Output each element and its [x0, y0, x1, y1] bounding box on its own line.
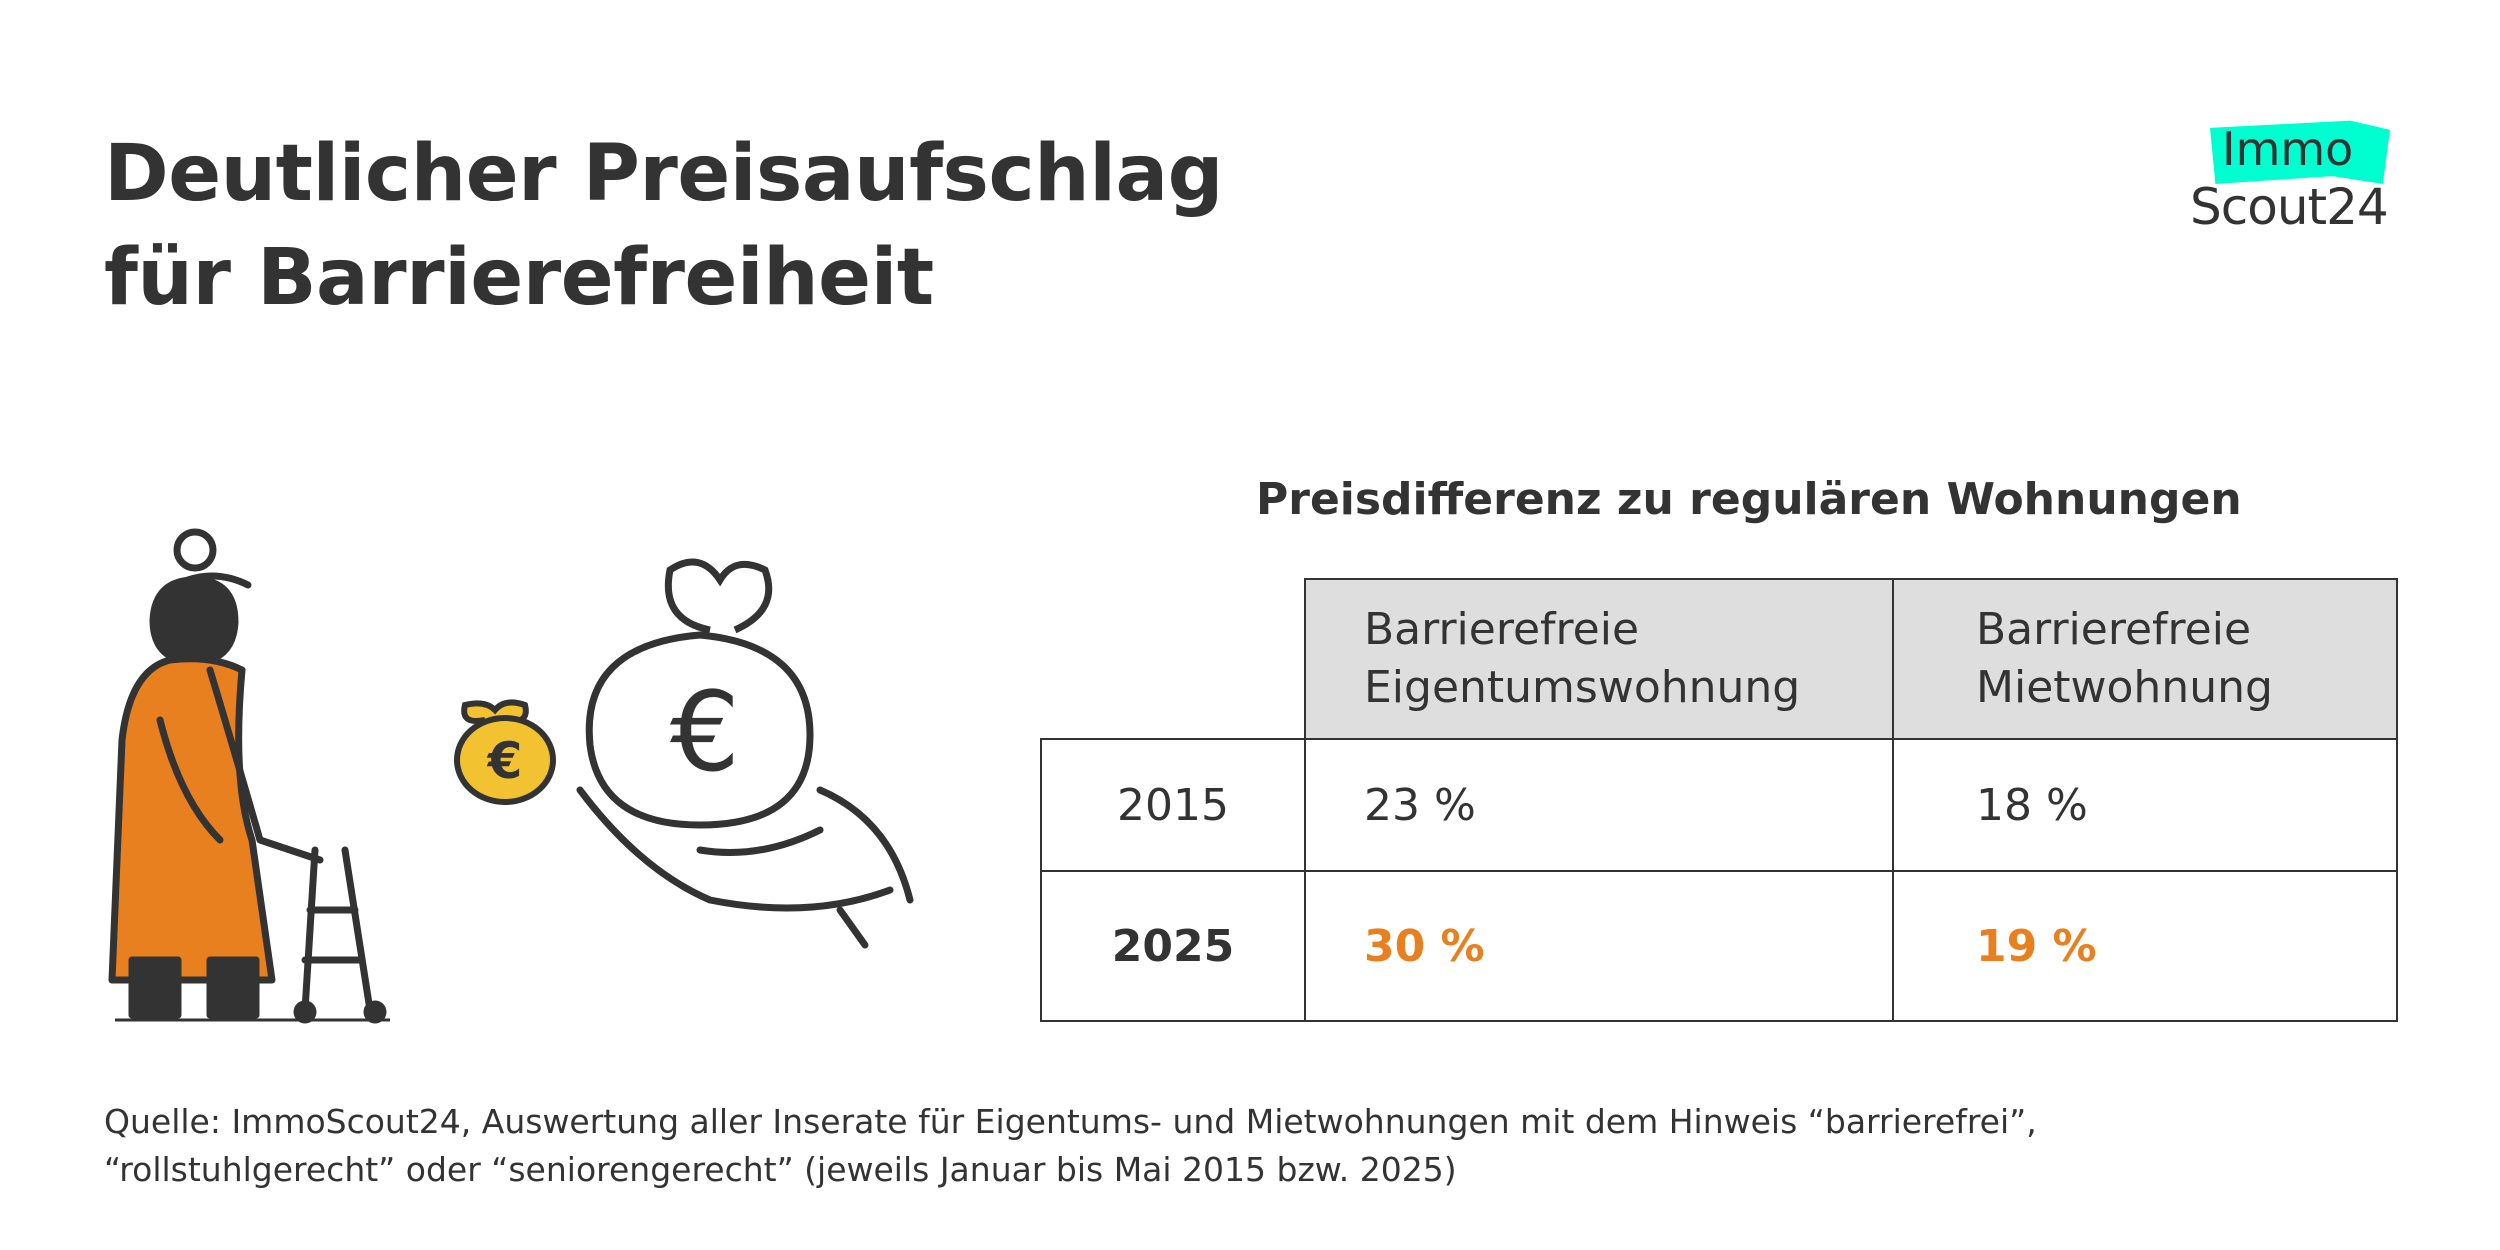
header-line-2: Eigentumswohnung — [1364, 662, 1801, 713]
header-blank-cell — [1041, 579, 1305, 740]
logo-bottom-text: Scout24 — [2190, 178, 2389, 236]
table-header-row: Barrierefreie Eigentumswohnung Barrierefr… — [1041, 578, 2398, 740]
large-money-bag-icon: € — [585, 558, 814, 829]
price-difference-table: Barrierefreie Eigentumswohnung Barrierefr… — [1040, 578, 2398, 1022]
source-line-2: “rollstuhlgerecht” oder “seniorengerecht… — [104, 1150, 1457, 1189]
header-line-2: Mietwohnung — [1976, 662, 2273, 713]
source-note: Quelle: ImmoScout24, Auswertung aller In… — [104, 1098, 2037, 1194]
table-row: 2025 30 % 19 % — [1040, 870, 2398, 1022]
small-money-bag-icon: € — [454, 699, 556, 805]
header-eigentumswohnung: Barrierefreie Eigentumswohnung — [1304, 578, 1894, 740]
value-cell: 23 % — [1304, 738, 1894, 872]
page-title: Deutlicher Preisaufschlag für Barrierefr… — [104, 122, 1223, 330]
header-line-1: Barrierefreie — [1364, 604, 1640, 655]
title-line-1: Deutlicher Preisaufschlag — [104, 129, 1223, 219]
open-hand-icon — [576, 786, 914, 949]
title-line-2: für Barrierefreiheit — [104, 233, 934, 323]
immoscout24-logo: Immo Scout24 — [2190, 118, 2410, 248]
table-row: 2015 23 % 18 % — [1040, 738, 2398, 872]
logo-top-text: Immo — [2222, 122, 2354, 176]
year-cell: 2025 — [1040, 870, 1306, 1022]
header-mietwohnung: Barrierefreie Mietwohnung — [1892, 578, 2398, 740]
value-cell-highlight: 30 % — [1304, 870, 1894, 1022]
value-cell-highlight: 19 % — [1892, 870, 2398, 1022]
svg-text:€: € — [487, 732, 523, 790]
table-subtitle: Preisdifferenz zu regulären Wohnungen — [1256, 474, 2242, 525]
value-cell: 18 % — [1892, 738, 2398, 872]
illustration: € € — [108, 528, 914, 1024]
year-cell: 2015 — [1040, 738, 1306, 872]
source-line-1: Quelle: ImmoScout24, Auswertung aller In… — [104, 1102, 2037, 1141]
elderly-woman-with-walker-icon — [108, 528, 387, 1024]
svg-text:€: € — [670, 668, 740, 796]
header-line-1: Barrierefreie — [1976, 604, 2252, 655]
logo-accent-shape — [2210, 120, 2390, 184]
